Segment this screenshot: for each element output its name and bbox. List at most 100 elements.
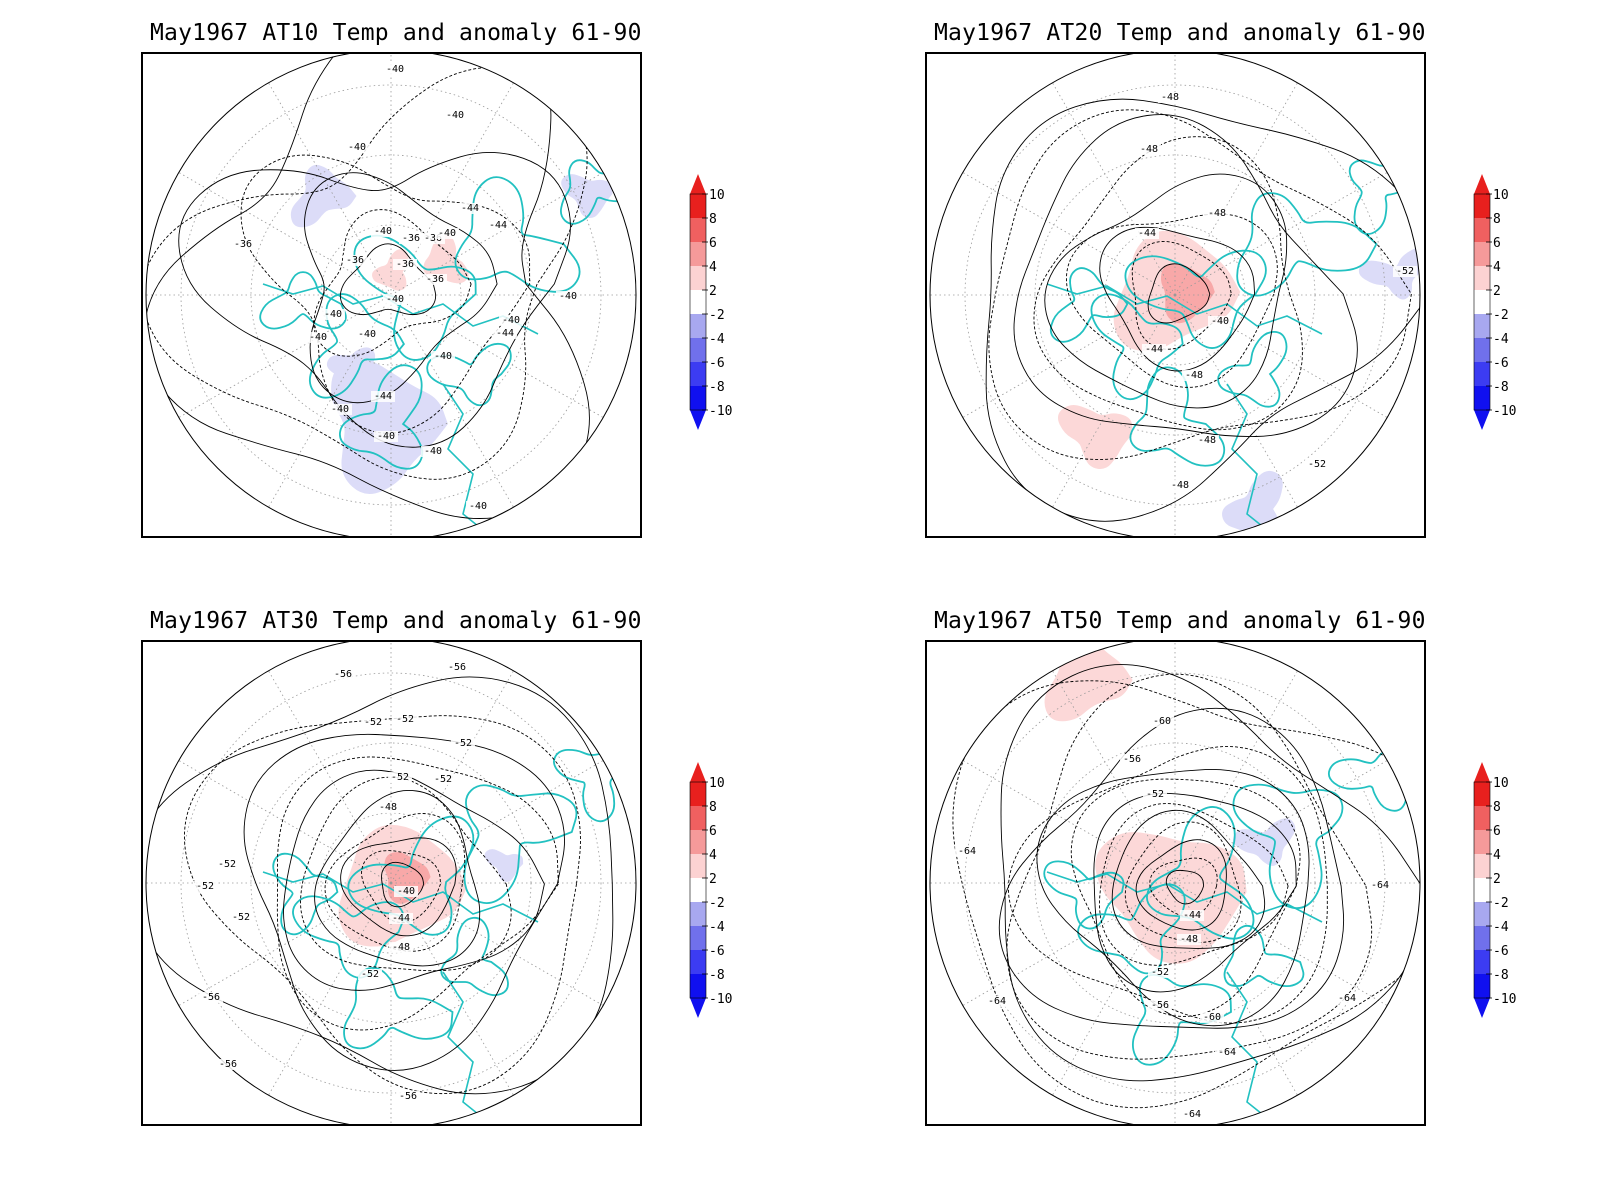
contour-line [1036,768,1310,1027]
legend-level-label: -2 [709,896,725,911]
contour-line [1135,839,1227,931]
contour-label: -52 [361,969,379,980]
contour-line [1033,136,1303,431]
coastline [442,383,489,535]
legend-level-label: 2 [1493,284,1501,299]
panel-title-at20: May1967 AT20 Temp and anomaly 61-90 [934,20,1426,46]
contour-line [1099,226,1256,372]
contour-line [240,154,531,434]
contour-label: -48 [379,802,397,813]
legend-level-label: 2 [1493,872,1501,887]
legend-swatch [1474,806,1490,830]
meridian-line [178,882,392,1006]
contour-label: -64 [1371,880,1389,891]
coastline [1146,806,1255,940]
meridian-line [1052,882,1176,1096]
legend-swatch [1474,218,1490,242]
legend-level-label: -8 [1493,380,1509,395]
contour-label: -60 [1203,1012,1221,1023]
meridian-line [178,760,392,884]
meridian-line [390,882,604,1006]
legend-swatch [690,878,706,902]
legend-swatch [1474,974,1490,998]
contour-label: -40 [348,142,366,153]
contour-label: -40 [434,351,452,362]
contour-line [1008,746,1328,1024]
map-at20: -48 -48 -48 -44 -40 -44 -48 -48 -48 -52 -52 [925,52,1426,538]
contour-label: -48 [1171,480,1189,491]
contour-label: -40 [502,315,520,326]
contour-label: -48 [1185,370,1203,381]
contour-line [1149,857,1218,917]
coastline [1217,330,1288,408]
coastline [1232,783,1344,910]
coastline [338,364,424,470]
contour-label: -52 [1396,266,1414,277]
contour-label: -36 [234,239,252,250]
meridian-line [268,82,392,296]
contour-label: -40 [324,309,342,320]
contour-label: -56 [202,992,220,1003]
legend-swatch [690,902,706,926]
meridian-line [1174,294,1388,418]
anomaly-patch [1222,470,1283,536]
contour-line [988,109,1412,460]
panel-title-at50: May1967 AT50 Temp and anomaly 61-90 [934,608,1426,634]
contour-label: -44 [1138,228,1156,239]
legend-swatch [1474,194,1490,218]
legend-level-label: -2 [1493,308,1509,323]
coastline [343,966,454,1050]
meridian-line [1174,172,1388,296]
legend-swatch [1474,830,1490,854]
contour-line [361,850,441,923]
contour-label: -56 [1151,1000,1169,1011]
legend-arrow-down [690,998,706,1018]
contour-label: -64 [988,996,1006,1007]
contour-line [1165,869,1205,905]
contour-label: -40 [377,431,395,442]
meridian-line [1174,82,1298,296]
contour-label: -64 [1218,1047,1236,1058]
legend-arrow-up [1474,174,1490,194]
coastline [463,784,578,904]
coastline [1236,192,1378,297]
contour-label: -40 [1211,316,1229,327]
legend-swatch [690,386,706,410]
anomaly-patch [331,359,448,495]
contour-label: -40 [386,294,404,305]
anomaly-patch [1057,405,1133,469]
legend-swatch [690,950,706,974]
coastline [1077,883,1186,975]
contour-line [1044,173,1288,409]
legend-arrow-down [1474,410,1490,430]
meridian-line [962,172,1176,296]
coastline [442,971,489,1123]
anomaly-patch [484,849,524,882]
meridian-line [178,294,392,418]
contour-label: -40 [424,446,442,457]
legend-level-label: 4 [1493,848,1501,863]
contour-label: -44 [489,220,507,231]
contour-label: -52 [434,774,452,785]
meridian-line [1174,294,1298,508]
contour-label: -52 [1146,789,1164,800]
contour-label: -60 [1153,716,1171,727]
contour-label: -52 [1308,459,1326,470]
contour-line [1147,263,1211,324]
legend-swatch [1474,902,1490,926]
legend-level-label: -8 [1493,968,1509,983]
legend-swatch [1474,854,1490,878]
legend-arrow-up [1474,762,1490,782]
legend-level-label: 2 [709,872,717,887]
coastline [1090,293,1184,401]
hemisphere-outline [929,642,1421,1124]
contour-label: -44 [392,913,410,924]
legend-swatch [690,218,706,242]
meridian-line [390,760,604,884]
contour-line [1013,114,1358,437]
legend-swatch [690,806,706,830]
contour-label: -44 [461,203,479,214]
legend-level-label: 4 [709,848,717,863]
legend-level-label: 10 [1493,188,1509,203]
latitude-circle [180,672,602,1094]
